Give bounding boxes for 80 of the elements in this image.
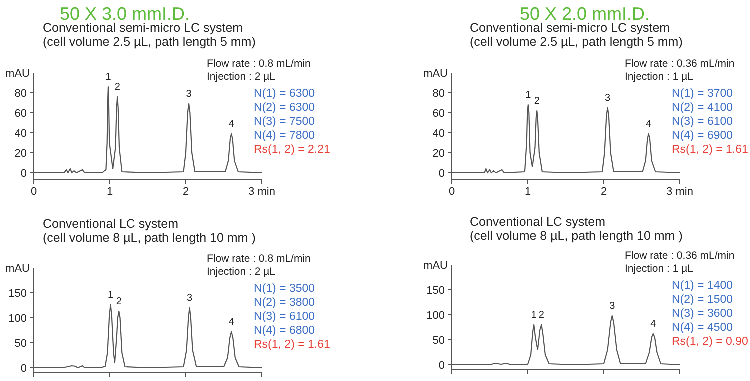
x-tick-label: 3 min (248, 186, 276, 198)
annotation: Injection : 1 µL (625, 71, 694, 83)
y-tick-label: 20 (432, 148, 445, 160)
annotation: N(2) = 4100 (672, 102, 734, 114)
y-tick-label: 40 (14, 128, 27, 140)
y-tick-label: 50 (432, 335, 445, 347)
annotation: 2 (114, 82, 121, 93)
x-tick-label: 0 (30, 186, 38, 198)
x-tick-label: 1 (106, 186, 114, 198)
x-tick-label: 2 (182, 186, 190, 198)
annotation: Rs(1, 2) = 0.90 (672, 336, 748, 348)
y-tick-label: 50 (14, 338, 27, 350)
annotation: N(3) = 3600 (672, 308, 734, 320)
text: Flow rate : 0.8 mL/min (207, 253, 312, 265)
y-tick-label: 0 (20, 363, 27, 375)
y-tick-label: 60 (432, 108, 445, 120)
annotation: 3 (186, 89, 192, 100)
annotation: 3 (610, 301, 616, 312)
annotation: N(1) = 3500 (254, 283, 316, 295)
annotation: Injection : 1 µL (625, 263, 694, 275)
annotation: 1 (526, 90, 532, 101)
chart-title: 50 X 2.0 mmI.D. (520, 4, 650, 24)
y-tick-label: 20 (14, 148, 27, 160)
x-tick-label: 1 (524, 186, 532, 198)
y-tick-label: 80 (14, 88, 27, 100)
annotation: N(1) = 1400 (672, 280, 734, 292)
y-tick-label: 0 (438, 168, 445, 180)
annotation: N(3) = 6100 (254, 311, 316, 323)
chart-subtitle: Conventional LC system (cell volume 8 µL, path length 10 mm ) (470, 215, 683, 243)
chart-subtitle: Conventional semi-micro LC system (cell volume 2.5 µL, path length 5 mm) (43, 21, 256, 49)
chart-title: 50 X 3.0 mmI.D. (60, 4, 190, 24)
annotation: 4 (646, 119, 652, 130)
x-tick-label: 2 (600, 186, 608, 198)
annotation: N(4) = 4500 (672, 322, 734, 334)
y-tick-label: 0 (438, 360, 445, 372)
annotation: 2 (534, 96, 540, 107)
annotation: N(1) = 3700 (672, 88, 734, 100)
annotation: N(4) = 7800 (254, 130, 316, 142)
annotation: Rs(1, 2) = 1.61 (254, 339, 330, 351)
y-axis-title: mAU (424, 68, 448, 80)
text: Flow rate : 0.36 mL/min (625, 58, 735, 70)
y-axis-title: mAU (424, 260, 448, 272)
annotation: Injection : 2 µL (207, 71, 276, 83)
annotation: 2 (538, 310, 545, 321)
annotation: 3 (187, 293, 194, 304)
annotation: N(2) = 6300 (254, 102, 316, 114)
annotation: N(3) = 6100 (672, 116, 734, 128)
y-tick-label: 0 (20, 168, 27, 180)
annotation: N(2) = 1500 (672, 294, 734, 306)
annotation: 1 (106, 72, 112, 83)
annotation: 4 (228, 119, 235, 130)
annotation: N(4) = 6900 (672, 130, 734, 142)
annotation: 4 (228, 317, 235, 328)
y-axis-title: mAU (6, 68, 30, 80)
text: Flow rate : 0.36 mL/min (625, 250, 735, 262)
annotation: N(3) = 7500 (254, 116, 316, 128)
y-tick-label: 150 (426, 285, 445, 297)
annotation: Injection : 2 µL (207, 266, 276, 278)
annotation: 3 (605, 93, 612, 104)
annotation: 4 (650, 319, 657, 330)
y-tick-label: 150 (8, 288, 27, 300)
y-tick-label: 80 (432, 88, 445, 100)
y-tick-label: 40 (432, 128, 445, 140)
y-axis-title: mAU (6, 263, 30, 275)
annotation: Rs(1, 2) = 2.21 (254, 144, 330, 156)
x-tick-label: 0 (448, 186, 456, 198)
x-tick-label: 3 min (666, 186, 694, 198)
annotation: 1 (531, 310, 538, 321)
annotation: Rs(1, 2) = 1.61 (672, 144, 748, 156)
annotation: 1 (108, 290, 114, 301)
y-tick-label: 100 (426, 310, 445, 322)
y-tick-label: 100 (8, 313, 27, 325)
annotation: 2 (116, 296, 122, 308)
y-tick-label: 60 (14, 108, 27, 120)
chart-subtitle: Conventional semi-micro LC system (cell volume 2.5 µL, path length 5 mm) (470, 21, 683, 49)
chart-subtitle: Conventional LC system (cell volume 8 µL, path length 10 mm ) (43, 217, 256, 245)
annotation: N(4) = 6800 (254, 325, 316, 337)
text: Flow rate : 0.8 mL/min (207, 58, 312, 70)
annotation: N(2) = 3800 (254, 297, 316, 309)
annotation: N(1) = 6300 (254, 88, 316, 100)
